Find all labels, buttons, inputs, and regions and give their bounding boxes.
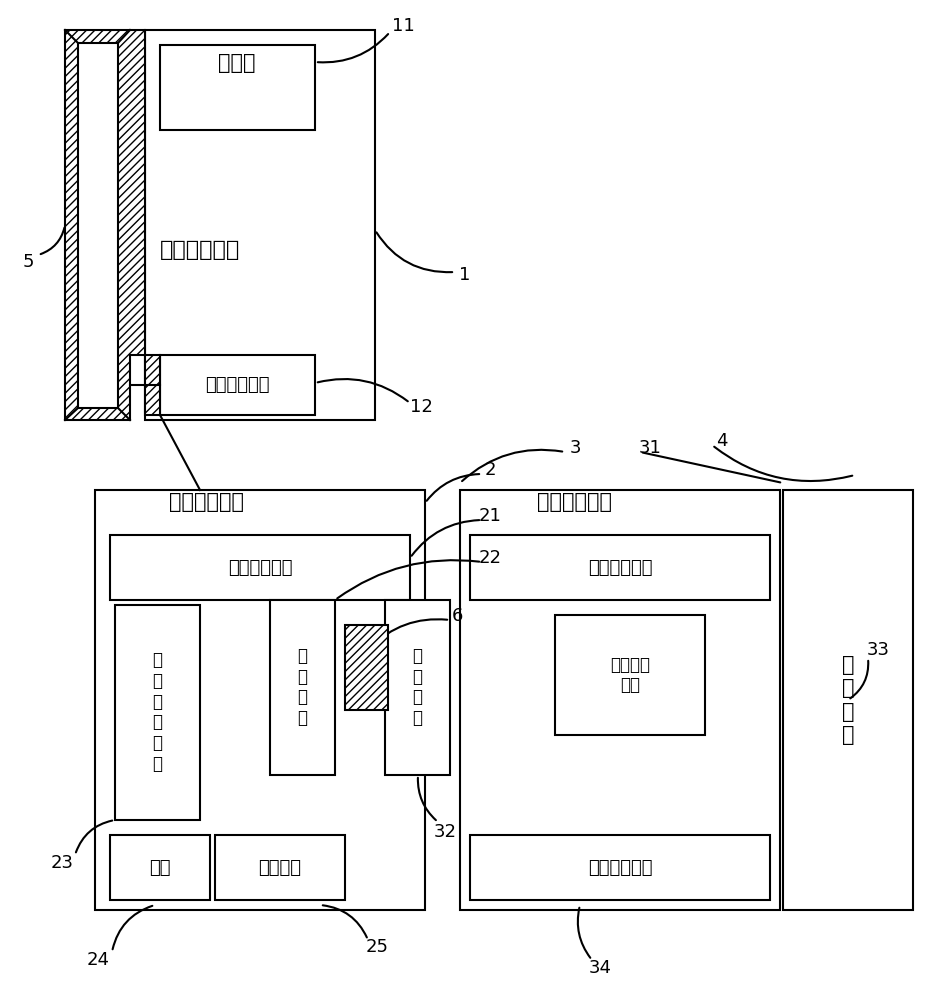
Text: 32: 32 bbox=[434, 823, 457, 841]
Bar bbox=[160, 45, 315, 130]
Bar bbox=[215, 835, 345, 900]
Polygon shape bbox=[65, 30, 160, 420]
Text: 4: 4 bbox=[716, 432, 728, 450]
Text: 34: 34 bbox=[588, 959, 611, 977]
Bar bbox=[460, 490, 780, 910]
Text: 连
接
单
元: 连 接 单 元 bbox=[842, 655, 855, 745]
Bar bbox=[115, 605, 200, 820]
Text: 电源: 电源 bbox=[149, 859, 171, 877]
Text: 21: 21 bbox=[478, 507, 501, 525]
Text: 可变电阻矩阵: 可变电阻矩阵 bbox=[587, 559, 652, 577]
Text: 11: 11 bbox=[391, 17, 414, 35]
Text: 22: 22 bbox=[478, 549, 501, 567]
Text: 31: 31 bbox=[638, 439, 661, 457]
Text: 23: 23 bbox=[51, 854, 73, 872]
Text: 25: 25 bbox=[365, 938, 388, 956]
Text: 第二接口单元: 第二接口单元 bbox=[204, 376, 269, 394]
Text: 第
一
接
口: 第 一 接 口 bbox=[297, 647, 307, 727]
Bar bbox=[95, 490, 425, 910]
Bar bbox=[270, 600, 335, 775]
Text: 触摸屏: 触摸屏 bbox=[218, 53, 255, 73]
Bar bbox=[145, 30, 375, 420]
Bar bbox=[385, 600, 450, 775]
Bar bbox=[160, 355, 315, 415]
Text: 24: 24 bbox=[87, 951, 109, 969]
Bar bbox=[555, 615, 705, 735]
Bar bbox=[110, 535, 410, 600]
Text: 第
一
接
口
单
元: 第 一 接 口 单 元 bbox=[152, 651, 162, 773]
Text: 3: 3 bbox=[569, 439, 581, 457]
Text: 智能判读芯片: 智能判读芯片 bbox=[228, 559, 292, 577]
Text: 5: 5 bbox=[22, 253, 33, 271]
Text: 存储单元: 存储单元 bbox=[258, 859, 302, 877]
Text: 智能整定单元: 智能整定单元 bbox=[169, 492, 244, 512]
Text: 第
二
接
口: 第 二 接 口 bbox=[412, 647, 422, 727]
Text: 1: 1 bbox=[460, 266, 471, 284]
Bar bbox=[110, 835, 210, 900]
Text: 2: 2 bbox=[485, 461, 496, 479]
Text: 12: 12 bbox=[410, 398, 433, 416]
Text: 6: 6 bbox=[451, 607, 462, 625]
Bar bbox=[345, 625, 388, 710]
Text: 信息采集
单元: 信息采集 单元 bbox=[610, 656, 650, 694]
Text: 信息设定单元: 信息设定单元 bbox=[160, 240, 240, 260]
Polygon shape bbox=[78, 43, 118, 408]
Bar bbox=[470, 535, 770, 600]
Text: 固化程序单元: 固化程序单元 bbox=[587, 859, 652, 877]
Text: 中央处理单元: 中央处理单元 bbox=[537, 492, 612, 512]
Bar bbox=[470, 835, 770, 900]
Text: 33: 33 bbox=[867, 641, 890, 659]
Bar bbox=[783, 490, 913, 910]
